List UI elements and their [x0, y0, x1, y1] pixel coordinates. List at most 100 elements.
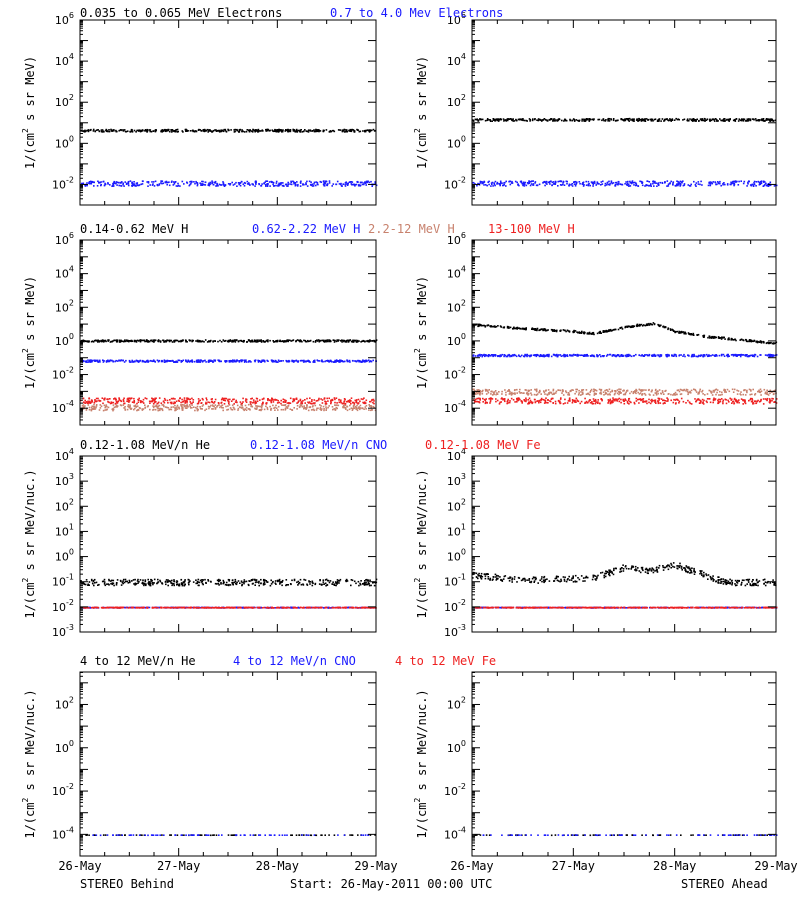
data-point — [718, 182, 720, 185]
data-point — [280, 129, 282, 131]
data-point — [199, 406, 201, 408]
data-point — [679, 393, 682, 396]
data-point — [350, 181, 352, 183]
data-point — [750, 390, 752, 392]
data-point — [554, 180, 557, 183]
data-point — [591, 333, 593, 335]
data-point — [361, 183, 364, 186]
data-point — [240, 404, 243, 406]
data-point — [508, 389, 510, 391]
data-point — [532, 328, 534, 331]
data-point — [287, 130, 289, 133]
data-point — [624, 392, 627, 395]
data-point — [254, 401, 257, 403]
data-point — [620, 355, 622, 357]
data-point — [336, 180, 339, 183]
data-point — [493, 182, 495, 184]
data-point — [578, 389, 580, 392]
data-point — [510, 182, 513, 184]
data-point — [243, 359, 246, 362]
data-point — [147, 405, 149, 407]
data-point — [84, 399, 86, 402]
data-point — [211, 404, 214, 406]
data-point — [561, 392, 563, 394]
data-point — [508, 353, 510, 356]
data-point — [574, 180, 577, 183]
data-point — [641, 354, 643, 356]
data-point — [758, 341, 761, 343]
data-point — [333, 408, 335, 410]
data-point — [160, 402, 163, 404]
data-point — [105, 404, 108, 406]
data-point — [698, 120, 700, 122]
data-point — [260, 409, 262, 412]
data-point — [576, 353, 579, 356]
data-point — [94, 399, 96, 401]
data-point — [590, 333, 592, 335]
data-point — [632, 355, 635, 357]
data-point — [753, 180, 756, 183]
data-point — [367, 129, 369, 131]
data-point — [710, 337, 713, 339]
data-point — [82, 397, 85, 400]
data-point — [720, 119, 722, 122]
data-point — [659, 181, 661, 184]
data-point — [709, 118, 711, 121]
data-point — [118, 399, 121, 401]
data-point — [700, 354, 702, 356]
data-point — [351, 341, 353, 343]
series-behind-electrons-1 — [80, 180, 378, 187]
data-point — [254, 408, 257, 410]
data-point — [609, 182, 611, 185]
data-point — [294, 398, 296, 400]
data-point — [116, 181, 119, 184]
data-point — [157, 405, 159, 408]
data-point — [334, 408, 336, 410]
data-point — [157, 407, 160, 410]
data-point — [578, 392, 580, 394]
data-point — [161, 182, 163, 185]
data-point — [559, 330, 561, 332]
data-point — [484, 325, 486, 327]
data-point — [214, 182, 216, 184]
data-point — [142, 398, 145, 401]
data-point — [147, 182, 150, 184]
data-point — [769, 353, 771, 356]
data-point — [480, 324, 483, 327]
data-point — [485, 393, 488, 395]
data-point — [744, 389, 746, 391]
data-point — [607, 183, 610, 186]
data-point — [495, 354, 497, 357]
data-point — [769, 181, 772, 184]
data-point — [187, 130, 189, 132]
data-point — [716, 355, 718, 357]
data-point — [197, 401, 200, 404]
data-point — [99, 359, 101, 362]
data-point — [240, 359, 242, 362]
data-point — [342, 406, 344, 409]
data-point — [331, 406, 334, 408]
data-point — [295, 398, 298, 400]
data-point — [532, 184, 534, 186]
data-point — [88, 182, 91, 185]
data-point — [81, 404, 84, 407]
data-point — [195, 180, 197, 183]
data-point — [766, 183, 769, 186]
data-point — [672, 182, 674, 184]
data-point — [289, 130, 292, 133]
data-point — [170, 360, 173, 362]
data-point — [275, 361, 277, 363]
data-point — [648, 353, 651, 356]
data-point — [693, 180, 695, 183]
data-point — [593, 333, 595, 336]
data-point — [640, 180, 643, 183]
data-point — [230, 408, 233, 411]
data-point — [165, 130, 167, 133]
data-point — [154, 401, 156, 404]
data-point — [149, 130, 151, 133]
data-point — [199, 359, 201, 361]
data-point — [353, 404, 356, 406]
data-point — [612, 118, 615, 120]
data-point — [686, 389, 689, 391]
data-point — [363, 182, 365, 184]
